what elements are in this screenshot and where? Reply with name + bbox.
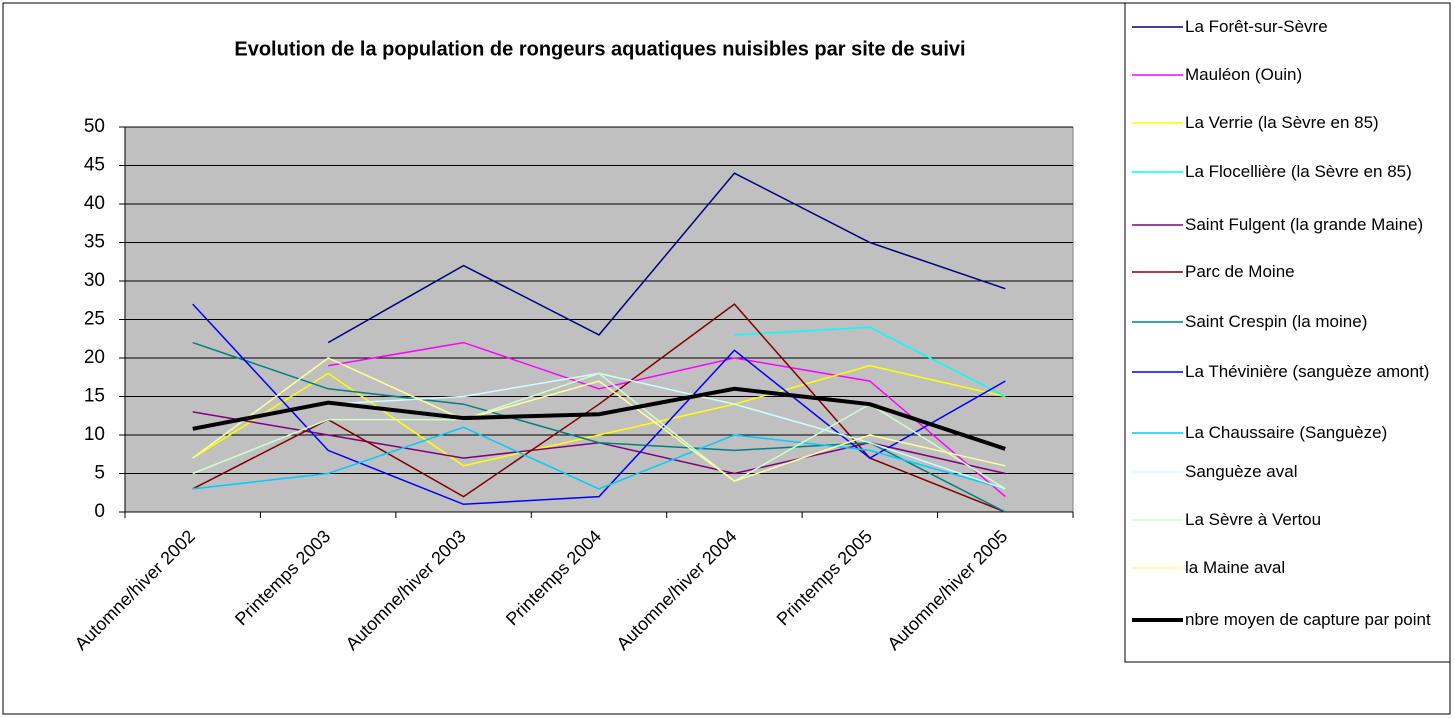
y-tick-label: 40 — [84, 193, 105, 214]
y-tick-label: 0 — [94, 501, 105, 522]
y-tick-label: 10 — [84, 424, 105, 445]
chart-title: Evolution de la population de rongeurs a… — [234, 38, 965, 60]
series-line — [192, 386, 1006, 451]
legend-label: Parc de Moine — [1185, 262, 1295, 281]
series-line — [192, 426, 1006, 490]
legend-label: La Thévinière (sanguèze amont) — [1185, 362, 1430, 381]
legend-label: Mauléon (Ouin) — [1185, 65, 1303, 84]
y-tick-label: 45 — [84, 155, 105, 176]
series-line — [734, 326, 1006, 398]
series-line — [328, 341, 1006, 498]
legend-box — [1124, 2, 1451, 663]
y-tick-label: 25 — [84, 309, 105, 330]
series-line — [192, 357, 1006, 483]
legend-label: La Verrie (la Sèvre en 85) — [1185, 113, 1379, 132]
series-line — [192, 303, 1006, 506]
y-tick-label: 35 — [84, 232, 105, 253]
legend-label: La Chaussaire (Sanguèze) — [1185, 423, 1388, 442]
y-tick-label: 20 — [84, 347, 105, 368]
legend-label: Saint Fulgent (la grande Maine) — [1185, 215, 1424, 234]
legend-label: Sanguèze aval — [1185, 462, 1298, 481]
y-tick-label: 50 — [84, 116, 105, 137]
legend-label: La Sèvre à Vertou — [1185, 510, 1322, 529]
legend-label: Saint Crespin (la moine) — [1185, 312, 1368, 331]
y-tick-label: 30 — [84, 270, 105, 291]
y-tick-label: 5 — [94, 463, 105, 484]
y-tick-label: 15 — [84, 386, 105, 407]
series-line — [328, 372, 1006, 490]
legend-label: La Flocellière (la Sèvre en 85) — [1185, 162, 1412, 181]
series-line — [192, 364, 1006, 467]
legend-label: La Forêt-sur-Sèvre — [1185, 17, 1328, 36]
series-line — [327, 172, 1006, 344]
legend-label: nbre moyen de capture par point — [1185, 610, 1431, 629]
legend-label: la Maine aval — [1185, 558, 1286, 577]
